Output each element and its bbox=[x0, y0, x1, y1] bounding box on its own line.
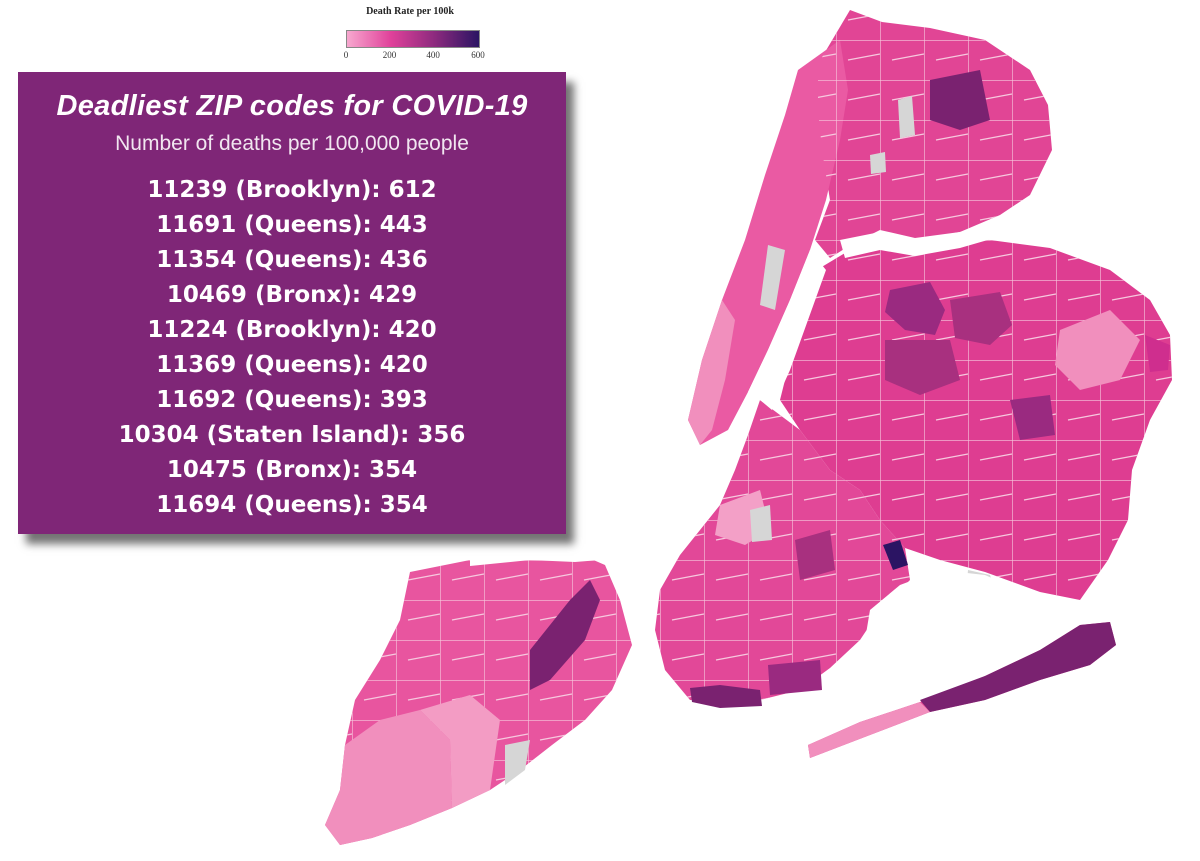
zip-area-high bbox=[885, 282, 945, 335]
zip-area-no-data bbox=[760, 245, 785, 310]
zip-area-very-high bbox=[920, 622, 1116, 712]
kill-van-kull bbox=[470, 545, 600, 566]
zip-area-very-high bbox=[930, 70, 990, 130]
zip-rank-item: 11369 (Queens): 420 bbox=[156, 352, 428, 378]
legend-tick-400: 400 bbox=[426, 50, 440, 60]
legend-title: Death Rate per 100k bbox=[366, 6, 454, 17]
zip-area-no-data bbox=[750, 505, 772, 542]
zip-area-no-data bbox=[870, 152, 886, 174]
zip-area-light bbox=[688, 300, 735, 445]
zip-area-high bbox=[1145, 335, 1170, 372]
zip-rank-item: 11224 (Brooklyn): 420 bbox=[147, 317, 437, 343]
panel-title: Deadliest ZIP codes for COVID-19 bbox=[56, 90, 528, 122]
zip-area-light bbox=[808, 702, 930, 758]
zip-area-high bbox=[795, 530, 835, 580]
legend-tick-200: 200 bbox=[382, 50, 397, 60]
color-legend: Death Rate per 100k 0 200 400 600 bbox=[330, 4, 490, 64]
zip-rank-item: 10304 (Staten Island): 356 bbox=[118, 422, 466, 448]
zip-area-very-high bbox=[690, 685, 762, 708]
zip-area-high bbox=[768, 660, 822, 695]
zip-area-light bbox=[1055, 310, 1140, 390]
zip-rank-item: 11354 (Queens): 436 bbox=[156, 247, 428, 273]
zip-area-high bbox=[885, 340, 960, 395]
zip-ranking-list: 11239 (Brooklyn): 612 11691 (Queens): 44… bbox=[18, 173, 566, 523]
zip-area-very-high bbox=[530, 580, 600, 690]
zip-area-light bbox=[325, 710, 452, 845]
zip-rank-item: 11691 (Queens): 443 bbox=[156, 212, 428, 238]
jamaica-bay bbox=[865, 570, 1060, 668]
zip-rank-item: 11239 (Brooklyn): 612 bbox=[147, 177, 437, 203]
legend-tick-0: 0 bbox=[343, 50, 349, 60]
zip-area-highest bbox=[883, 540, 908, 570]
zip-area-no-data bbox=[898, 96, 915, 138]
panel-subtitle: Number of deaths per 100,000 people bbox=[115, 132, 469, 155]
zip-area-light bbox=[420, 695, 500, 808]
zip-area-high bbox=[950, 292, 1012, 345]
zip-area-no-data bbox=[505, 740, 530, 785]
zip-rank-item: 11692 (Queens): 393 bbox=[156, 387, 428, 413]
zip-rank-item: 10469 (Bronx): 429 bbox=[166, 282, 418, 308]
long-island-sound bbox=[840, 220, 1005, 258]
deadliest-zips-panel: Deadliest ZIP codes for COVID-19 Number … bbox=[18, 72, 566, 534]
zip-borders-brooklyn bbox=[655, 400, 910, 700]
zip-rank-item: 11694 (Queens): 354 bbox=[156, 492, 428, 518]
east-river bbox=[748, 250, 826, 410]
zip-area-high bbox=[1010, 395, 1055, 440]
zip-borders-bronx bbox=[815, 10, 1052, 258]
legend-ticks: 0 200 400 600 bbox=[343, 50, 485, 62]
legend-tick-600: 600 bbox=[471, 50, 485, 60]
zip-rank-item: 10475 (Bronx): 354 bbox=[166, 457, 418, 483]
legend-gradient-bar bbox=[346, 30, 480, 48]
